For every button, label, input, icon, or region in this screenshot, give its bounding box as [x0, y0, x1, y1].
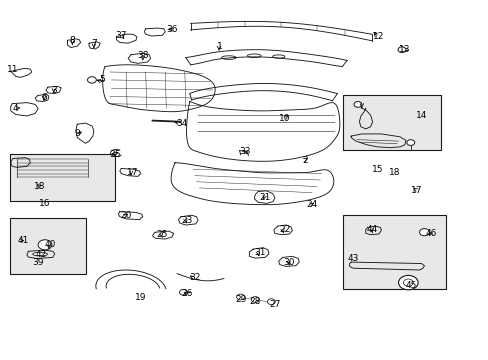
Text: 42: 42	[36, 251, 47, 259]
Text: 18: 18	[34, 182, 46, 191]
Text: 18: 18	[388, 167, 400, 176]
Circle shape	[179, 289, 187, 295]
Circle shape	[87, 77, 96, 83]
Circle shape	[353, 102, 361, 107]
Text: 6: 6	[41, 94, 47, 102]
Text: 12: 12	[372, 32, 384, 41]
Text: 37: 37	[115, 31, 127, 40]
Ellipse shape	[221, 56, 236, 59]
Text: 32: 32	[188, 274, 200, 282]
Text: 33: 33	[239, 148, 251, 156]
Text: 38: 38	[137, 51, 148, 60]
Text: 36: 36	[166, 25, 178, 34]
Ellipse shape	[272, 55, 284, 58]
Text: 20: 20	[120, 211, 132, 220]
Text: 16: 16	[39, 199, 51, 208]
Bar	[343, 95, 440, 150]
Text: 24: 24	[305, 200, 317, 209]
Text: 19: 19	[135, 292, 146, 302]
Text: 39: 39	[32, 258, 44, 266]
Circle shape	[406, 140, 414, 145]
Text: 21: 21	[259, 193, 270, 202]
Circle shape	[403, 279, 412, 286]
Text: 2: 2	[302, 156, 308, 165]
Text: 22: 22	[278, 225, 290, 234]
Text: 7: 7	[91, 40, 97, 49]
Circle shape	[419, 229, 428, 236]
Text: 8: 8	[69, 36, 75, 45]
Text: 28: 28	[249, 297, 261, 306]
Text: 13: 13	[398, 45, 410, 54]
Text: 25: 25	[156, 230, 168, 239]
Text: 23: 23	[181, 216, 192, 225]
Circle shape	[398, 275, 417, 290]
Text: 10: 10	[278, 113, 290, 122]
Text: 30: 30	[283, 258, 295, 266]
Circle shape	[38, 240, 52, 250]
Bar	[10, 154, 115, 201]
Text: 45: 45	[405, 281, 417, 289]
Text: 43: 43	[346, 254, 358, 263]
Text: 29: 29	[234, 295, 246, 304]
Text: 15: 15	[371, 165, 383, 174]
Ellipse shape	[33, 252, 47, 256]
Text: 1: 1	[217, 42, 223, 51]
Text: 14: 14	[415, 111, 427, 120]
Text: 3: 3	[51, 86, 57, 95]
Circle shape	[397, 47, 405, 53]
Text: 31: 31	[254, 248, 265, 257]
Text: 44: 44	[366, 225, 378, 234]
Text: 5: 5	[99, 76, 104, 85]
Bar	[10, 218, 85, 274]
Text: 41: 41	[18, 236, 29, 245]
Text: 40: 40	[44, 240, 56, 248]
Text: 26: 26	[181, 289, 192, 298]
Text: 4: 4	[13, 104, 19, 112]
Text: 34: 34	[176, 118, 187, 127]
Ellipse shape	[247, 54, 261, 58]
Text: 17: 17	[410, 186, 422, 194]
Text: 27: 27	[268, 300, 280, 309]
Circle shape	[251, 297, 259, 302]
Circle shape	[267, 299, 275, 305]
Text: 9: 9	[74, 129, 80, 138]
Text: 46: 46	[425, 229, 436, 238]
Text: 17: 17	[127, 167, 139, 176]
Text: 35: 35	[109, 150, 121, 158]
Text: 11: 11	[6, 65, 18, 74]
Bar	[343, 215, 445, 289]
Circle shape	[236, 294, 244, 300]
